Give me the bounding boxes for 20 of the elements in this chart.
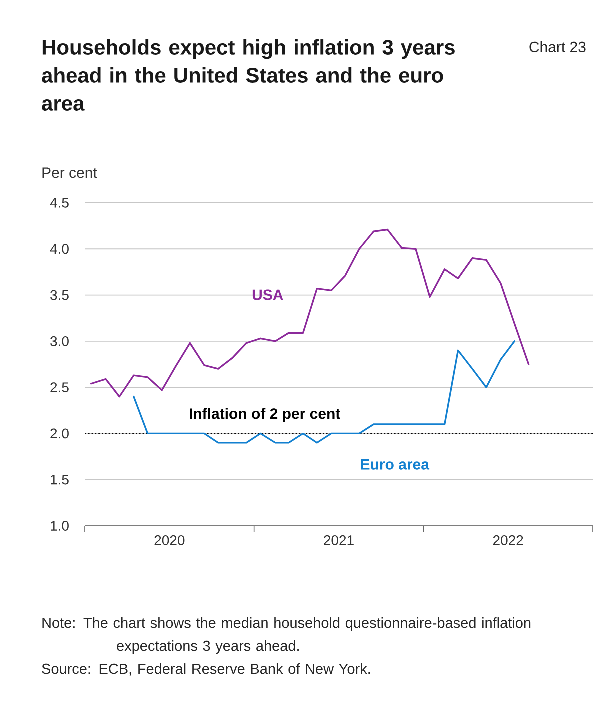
- chart-title: Households expect high inflation 3 years ahead in the United States and the euro area: [42, 40, 455, 111]
- y-tick-label: 3.0: [50, 336, 69, 346]
- y-tick-label: 1.0: [51, 521, 69, 531]
- chart-subtitle: Chart 23: [530, 42, 586, 53]
- x-tick-label: 2021: [324, 536, 354, 546]
- series-label: Euro area: [361, 459, 430, 470]
- y-tick-label: 2.5: [50, 382, 69, 393]
- series-label: USA: [252, 290, 284, 300]
- y-axis-title: Per cent: [42, 168, 98, 178]
- y-tick-label: 4.5: [50, 198, 69, 208]
- line-series: [90, 228, 530, 398]
- y-tick-label: 3.5: [50, 290, 69, 300]
- y-tick-label: 1.5: [51, 474, 69, 485]
- y-tick-label: 2.0: [50, 428, 69, 439]
- x-tick-label: 2022: [493, 536, 524, 546]
- source-note: Source: ECB, Federal Reserve Bank of New York.: [42, 664, 370, 676]
- x-tick-label: 2020: [154, 536, 185, 546]
- ref-line-label: Inflation of 2 per cent: [190, 408, 340, 422]
- y-tick-label: 4.0: [50, 244, 69, 254]
- text: Note: The chart shows the median household questionnaire-based inflation expectations 3 years ahead.: [42, 618, 531, 654]
